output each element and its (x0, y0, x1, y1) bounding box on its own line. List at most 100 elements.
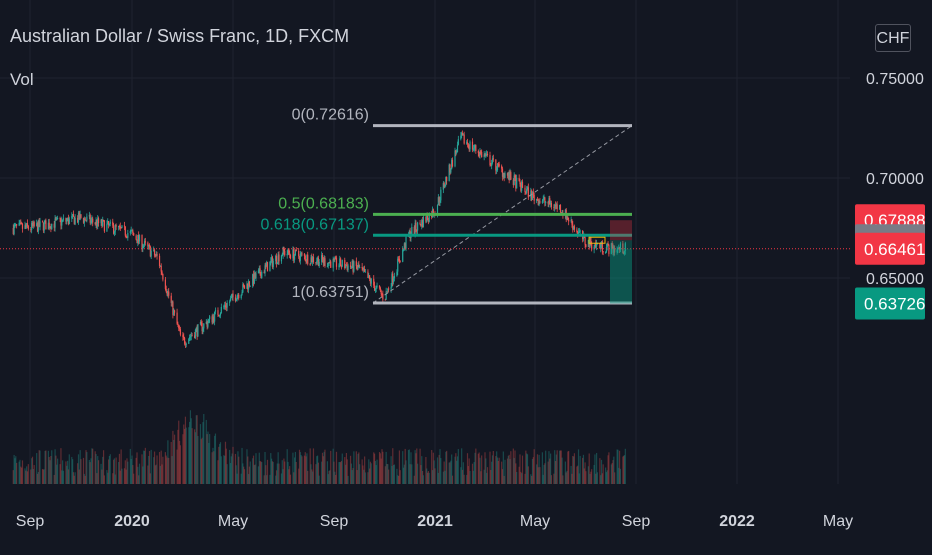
candle-body (278, 254, 280, 262)
volume-bar (373, 453, 376, 484)
volume-bar (437, 472, 439, 484)
candle-body (149, 246, 151, 257)
volume-bar (541, 452, 543, 484)
candle-body (413, 226, 415, 234)
volume-bar (421, 470, 424, 484)
candle-body (195, 327, 197, 330)
volume-bar (312, 448, 315, 484)
volume-bar (345, 453, 348, 484)
candle-body (242, 284, 244, 293)
candle-body (249, 285, 251, 287)
candle-body (317, 257, 319, 266)
candle-body (612, 246, 614, 253)
volume-bar (74, 472, 76, 484)
candle-body (326, 265, 329, 267)
time-axis[interactable]: Sep 2020 May Sep 2021 May Sep 2022 May (16, 513, 853, 530)
volume-bar (431, 450, 433, 484)
candle-body (194, 335, 196, 338)
candle-body (618, 247, 620, 249)
volume-bar (600, 459, 603, 484)
symbol-title[interactable]: Australian Dollar / Swiss Franc, 1D, FXC… (10, 26, 350, 46)
volume-bar (143, 450, 146, 484)
volume-bar (519, 454, 521, 484)
candle-body (61, 220, 63, 226)
candle-body (507, 172, 509, 176)
volume-bar (138, 463, 141, 484)
volume-bar (229, 449, 231, 484)
candle-body (516, 177, 518, 189)
volume-bar (490, 470, 492, 484)
volume-bar (153, 451, 156, 484)
candle-body (444, 184, 446, 187)
candle-body (271, 257, 274, 267)
candle-body (387, 288, 389, 292)
volume-bar (431, 470, 434, 484)
candle-body (170, 295, 172, 303)
volume-bar (466, 474, 468, 484)
volume-bar (475, 448, 477, 484)
candle-body (310, 257, 312, 265)
volume-bar (376, 459, 378, 484)
volume-bar (236, 473, 238, 484)
volume-bar (330, 450, 332, 484)
volume-bar (86, 452, 88, 484)
candle-body (344, 260, 346, 269)
candle-body (496, 169, 498, 171)
volume-bar (166, 457, 168, 484)
volume-bar (90, 458, 92, 484)
volume-bar (214, 433, 217, 484)
volume-bar (471, 463, 474, 484)
position-stop-zone (610, 220, 632, 241)
volume-bar (101, 469, 103, 484)
candle-body (573, 226, 576, 230)
candle-body (234, 297, 237, 302)
volume-bar (368, 459, 370, 484)
volume-bar (156, 455, 158, 484)
candle-body (362, 268, 364, 270)
candle-body (542, 198, 544, 202)
candle-body (20, 222, 22, 224)
candle-body (129, 231, 131, 234)
volume-bar (115, 457, 117, 484)
volume-bar (294, 451, 297, 484)
volume-bar (393, 464, 396, 484)
volume-bar (520, 471, 522, 484)
price-axis[interactable]: 0.750000.700000.650000.678880.668880.664… (855, 71, 925, 320)
candle-body (45, 220, 47, 230)
volume-bar (344, 464, 347, 484)
candle-body (554, 204, 557, 207)
volume-bar (88, 459, 90, 484)
volume-bar (426, 468, 428, 484)
candle-body (83, 218, 85, 223)
volume-bar (444, 470, 446, 484)
drawings[interactable]: 0(0.72616) 0.5(0.68183) 0.618(0.67137) 1(0.… (0, 107, 850, 305)
volume-bar (161, 464, 163, 484)
candle-body (618, 247, 621, 250)
candle-body (591, 243, 593, 250)
candle-body (316, 257, 319, 262)
volume-bar (373, 452, 375, 484)
candle-body (397, 258, 400, 260)
position-progress-zone (610, 248, 632, 304)
price-badge (855, 232, 925, 265)
volume-bar (182, 434, 184, 484)
volume-bar (491, 461, 493, 484)
candle-body (56, 217, 59, 219)
currency-button[interactable]: CHF (875, 24, 911, 52)
candle-body (404, 243, 406, 249)
candle-body (426, 215, 429, 221)
time-tick-label: May (520, 513, 550, 530)
volume-bar (266, 459, 269, 484)
candle-body (595, 243, 597, 247)
candle-body (125, 235, 127, 237)
volume-bar (77, 463, 79, 484)
volume-bar (591, 469, 593, 484)
candle-body (484, 154, 486, 157)
volume-bar (364, 472, 367, 484)
candle-body (100, 219, 102, 224)
candle-body (304, 255, 306, 261)
volume-bar (300, 454, 302, 484)
volume-legend[interactable]: Vol (10, 70, 34, 89)
